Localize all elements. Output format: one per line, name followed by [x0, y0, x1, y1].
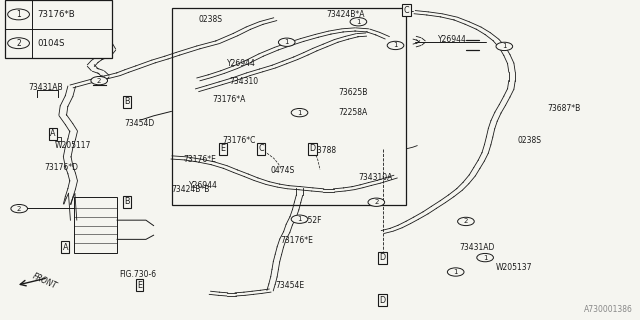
Text: 1: 1 — [297, 216, 302, 222]
Text: 72258A: 72258A — [338, 108, 367, 117]
Text: 1: 1 — [393, 43, 398, 48]
Text: 73788: 73788 — [312, 146, 337, 155]
Text: A730001386: A730001386 — [584, 305, 632, 314]
Text: 73424B*B: 73424B*B — [172, 185, 210, 194]
Text: 1: 1 — [356, 19, 361, 25]
Text: 1: 1 — [502, 44, 507, 49]
Text: 0238S: 0238S — [198, 15, 223, 24]
Text: A: A — [63, 243, 68, 252]
Circle shape — [8, 38, 29, 49]
Text: 2: 2 — [97, 78, 101, 84]
Text: 0474S: 0474S — [270, 166, 294, 175]
Bar — [172, 8, 406, 205]
Text: W205117: W205117 — [54, 141, 91, 150]
Text: 1: 1 — [483, 255, 488, 260]
Bar — [5, 0, 112, 58]
Text: 2: 2 — [464, 219, 468, 224]
Text: 734310: 734310 — [229, 77, 259, 86]
Circle shape — [477, 253, 493, 262]
Text: 73454D: 73454D — [125, 119, 155, 128]
Text: 2: 2 — [374, 199, 378, 205]
Text: 734310A: 734310A — [358, 173, 393, 182]
Text: 72452F: 72452F — [293, 216, 322, 225]
Text: 73176*C: 73176*C — [223, 136, 256, 145]
Text: 73176*E: 73176*E — [183, 156, 216, 164]
Text: E: E — [220, 144, 225, 153]
Text: FIG.730-6: FIG.730-6 — [119, 270, 156, 279]
Text: Y26944: Y26944 — [189, 181, 218, 190]
Circle shape — [91, 76, 108, 85]
Text: Y26944: Y26944 — [438, 36, 467, 44]
Text: Y26944: Y26944 — [227, 60, 256, 68]
Text: D: D — [380, 296, 386, 305]
Circle shape — [350, 18, 367, 26]
Text: 73625B: 73625B — [338, 88, 367, 97]
Circle shape — [496, 42, 513, 51]
Text: 1: 1 — [16, 10, 21, 19]
Circle shape — [8, 9, 29, 20]
Text: W205137: W205137 — [496, 263, 532, 272]
Text: 2: 2 — [17, 206, 21, 212]
Circle shape — [11, 204, 28, 213]
Bar — [74, 197, 117, 253]
Circle shape — [447, 268, 464, 276]
Circle shape — [291, 215, 308, 223]
Circle shape — [387, 41, 404, 50]
Circle shape — [368, 198, 385, 206]
Text: 1: 1 — [453, 269, 458, 275]
Text: D: D — [309, 144, 316, 153]
Text: A: A — [51, 129, 56, 138]
Text: 73431AD: 73431AD — [460, 243, 495, 252]
Text: 0104S: 0104S — [37, 39, 65, 48]
Text: 73176*D: 73176*D — [45, 164, 79, 172]
Text: B: B — [124, 97, 129, 106]
Text: 73176*E: 73176*E — [280, 236, 313, 245]
Text: 1: 1 — [284, 39, 289, 45]
Text: 73176*B: 73176*B — [37, 10, 75, 19]
Text: D: D — [380, 253, 386, 262]
Text: 0238S: 0238S — [517, 136, 541, 145]
Circle shape — [291, 108, 308, 117]
Text: B: B — [124, 197, 129, 206]
Text: E: E — [137, 281, 142, 290]
Text: C: C — [259, 144, 264, 153]
Text: C: C — [404, 6, 409, 15]
Text: 1: 1 — [297, 110, 302, 116]
Text: FRONT: FRONT — [31, 271, 58, 291]
Text: 73424B*A: 73424B*A — [326, 10, 365, 19]
Text: 73176*A: 73176*A — [212, 95, 246, 104]
Text: 73687*B: 73687*B — [547, 104, 580, 113]
Text: 2: 2 — [16, 39, 21, 48]
Text: 73454E: 73454E — [275, 281, 305, 290]
Circle shape — [458, 217, 474, 226]
Text: 73431AB: 73431AB — [29, 84, 63, 92]
Circle shape — [278, 38, 295, 46]
